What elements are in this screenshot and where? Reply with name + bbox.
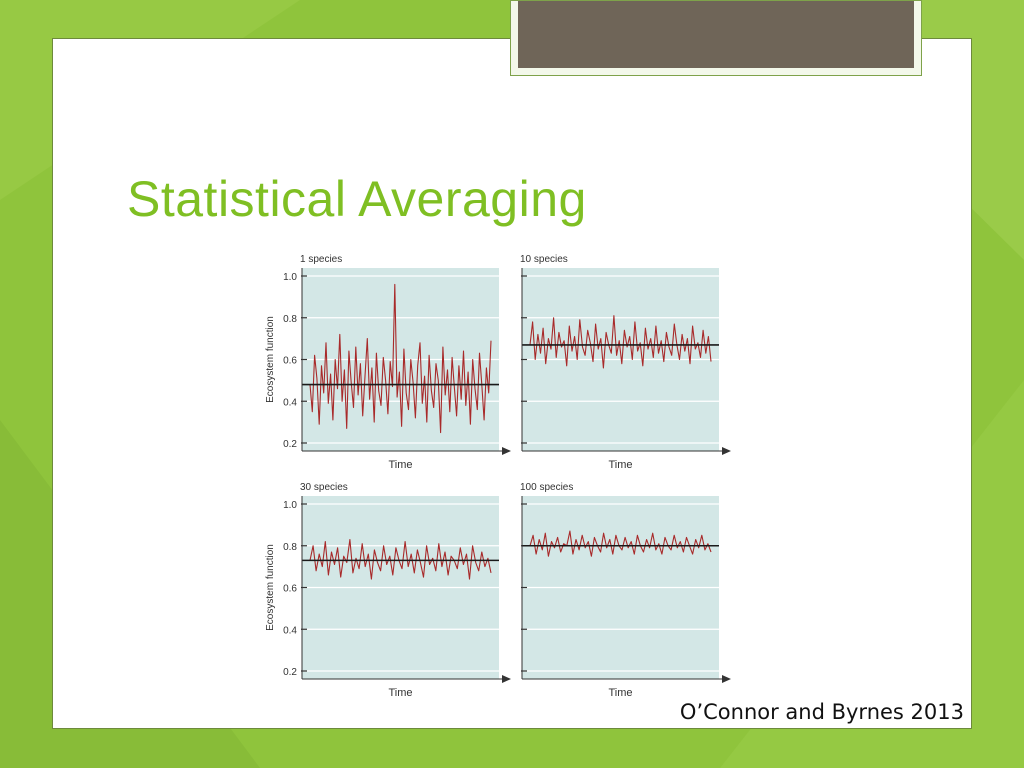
y-tick-label: 0.8 [283,314,297,325]
series-line [529,530,712,557]
x-axis-label: Time [388,687,412,699]
series-line [309,283,492,434]
y-tick-label: 0.4 [283,397,297,408]
x-axis-arrow [502,675,511,683]
header-tab-bar [518,1,914,68]
series-line [529,315,712,369]
y-tick-label: 0.6 [283,584,297,595]
x-axis-label: Time [388,459,412,471]
panel-title: 1 species [300,254,342,265]
x-axis-arrow [502,447,511,455]
y-tick-label: 1.0 [283,500,297,511]
y-tick-label: 0.2 [283,439,297,450]
header-tab [510,0,922,76]
y-tick-label: 1.0 [283,272,297,283]
x-axis-arrow [722,447,731,455]
panel-title: 100 species [520,482,573,493]
x-axis-label: Time [608,687,632,699]
panel-title: 10 species [520,254,568,265]
panel-title: 30 species [300,482,348,493]
series-line [309,538,492,580]
x-axis-label: Time [608,459,632,471]
y-tick-label: 0.8 [283,542,297,553]
y-tick-label: 0.4 [283,625,297,636]
y-tick-label: 0.2 [283,667,297,678]
y-tick-label: 0.6 [283,356,297,367]
y-axis-label: Ecosystem function [265,316,276,403]
y-axis-label: Ecosystem function [265,544,276,631]
slide-title: Statistical Averaging [127,171,587,227]
citation: O’Connor and Byrnes 2013 [679,700,964,724]
slide-content-panel [52,38,972,729]
x-axis-arrow [722,675,731,683]
